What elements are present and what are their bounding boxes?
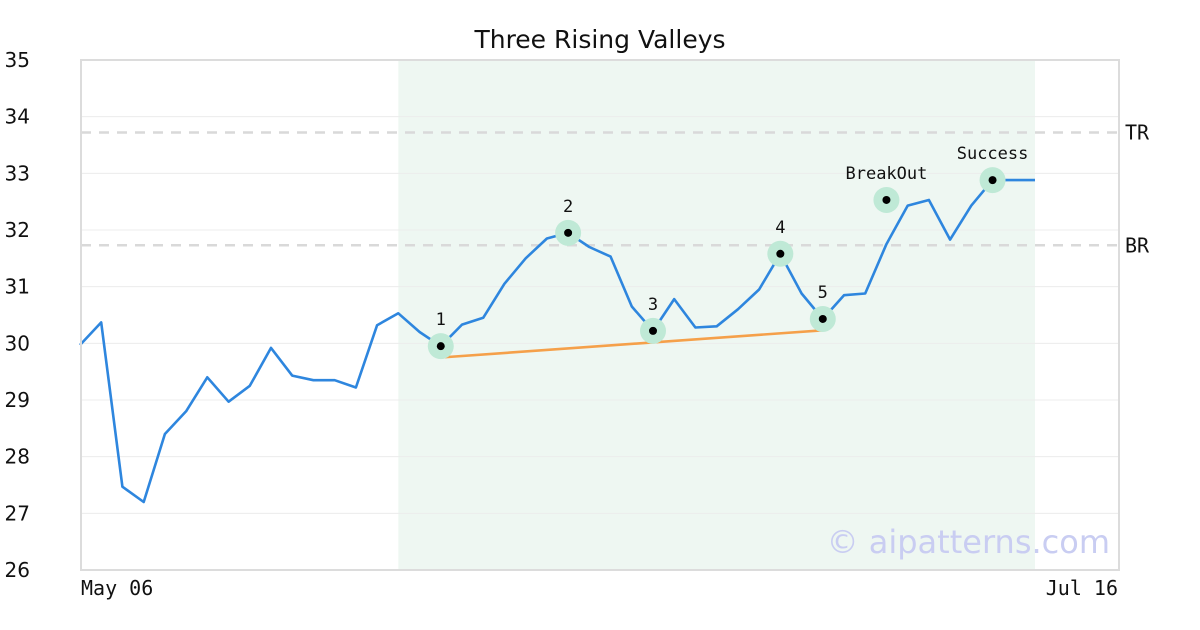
x-end-label: Jul 16 (1046, 576, 1118, 600)
marker-label: BreakOut (845, 164, 927, 184)
chart-title: Three Rising Valleys (473, 25, 725, 54)
marker-point (882, 195, 891, 204)
level-label: TR (1125, 121, 1150, 145)
marker-label: 5 (818, 283, 828, 303)
pattern-region (398, 60, 1035, 570)
y-tick-label: 35 (5, 48, 30, 72)
marker-label: 2 (563, 197, 573, 217)
marker-point (818, 314, 827, 323)
y-tick-label: 26 (5, 558, 30, 582)
marker-label: 3 (648, 295, 658, 315)
y-tick-label: 34 (5, 105, 30, 129)
marker-point (564, 228, 573, 237)
x-start-label: May 06 (81, 576, 153, 600)
plot-frame (80, 59, 1120, 571)
y-tick-label: 32 (5, 218, 30, 242)
y-tick-label: 31 (5, 275, 30, 299)
marker-label: 1 (436, 310, 446, 330)
marker-point (649, 326, 657, 335)
y-tick-label: 27 (5, 501, 30, 525)
level-label: BR (1125, 233, 1150, 257)
y-tick-label: 29 (5, 388, 30, 412)
valley-trendline (440, 329, 823, 359)
marker-label: 4 (775, 218, 785, 238)
y-tick-label: 33 (5, 161, 30, 185)
marker-point (436, 342, 445, 351)
y-tick-label: 28 (5, 445, 30, 469)
y-tick-label: 30 (5, 331, 30, 355)
watermark: © aipatterns.com (827, 523, 1110, 561)
marker-label: Success (957, 144, 1029, 164)
marker-point (988, 176, 997, 185)
marker-point (776, 249, 785, 258)
